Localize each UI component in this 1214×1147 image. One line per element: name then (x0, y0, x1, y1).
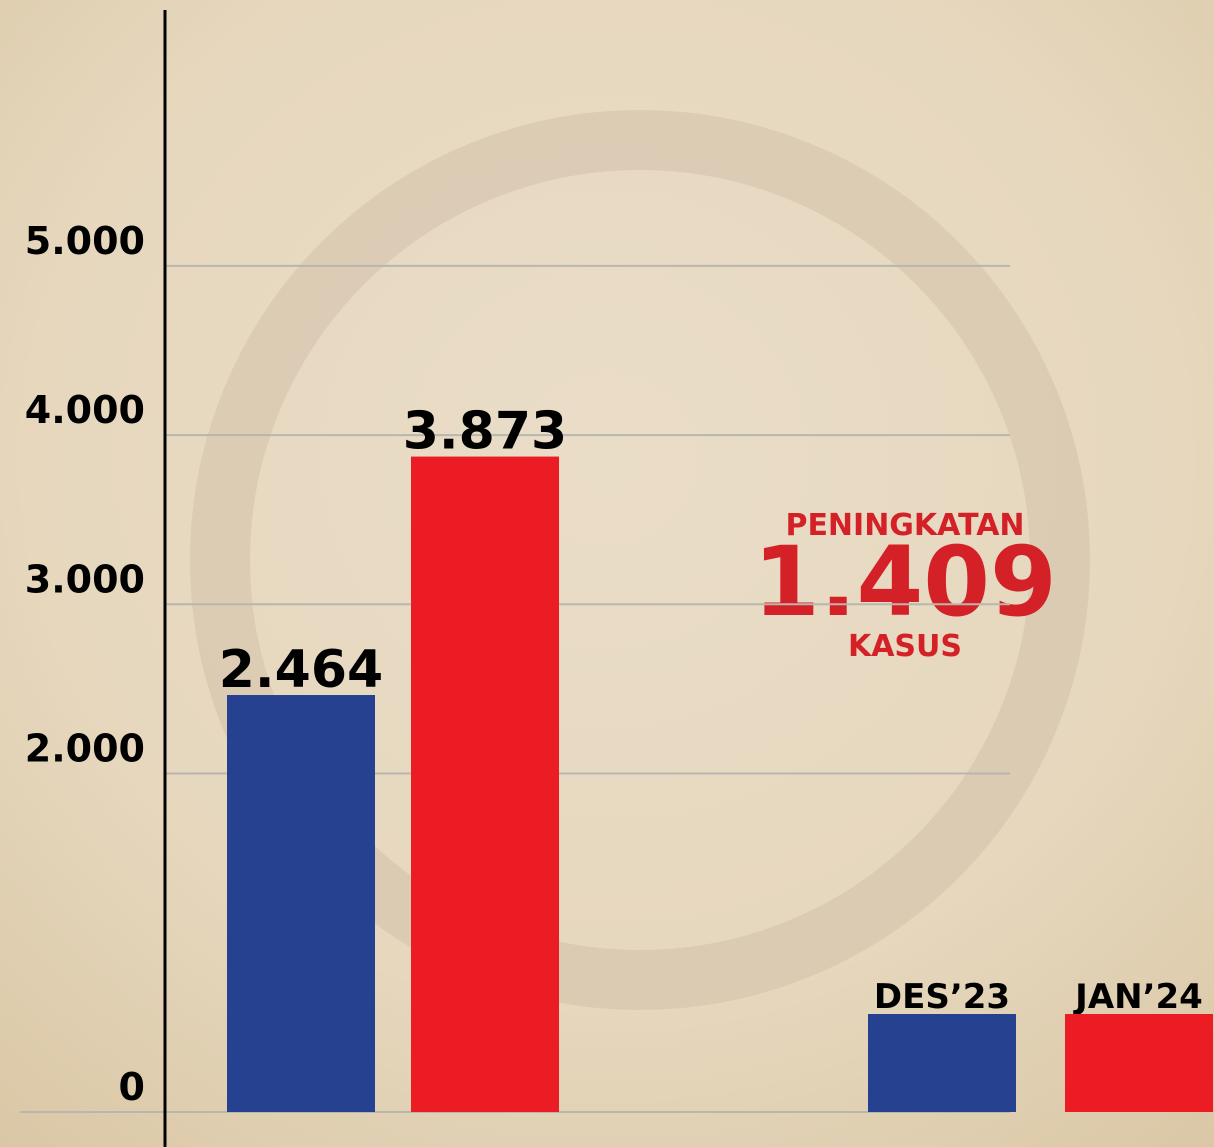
legend-label: JAN’24 (1073, 977, 1203, 1017)
chart: PENINGKATAN 1.409 KASUS 02.0003.0004.000… (0, 0, 1214, 1147)
legend-swatch (868, 1014, 1016, 1112)
y-tick-label: 2.000 (25, 727, 145, 771)
y-tick-label: 4.000 (25, 388, 145, 432)
legend-swatch (1065, 1014, 1213, 1112)
value-label: 3.873 (403, 402, 567, 462)
annotation-unit: KASUS (848, 629, 962, 664)
page: {"chart_data": {"type": "bar", "categori… (0, 0, 1214, 1147)
bar (411, 457, 559, 1112)
bar (227, 695, 375, 1112)
value-label: 2.464 (219, 640, 383, 700)
legend-label: DES’23 (874, 977, 1010, 1017)
annotation-amount: 1.409 (753, 526, 1057, 638)
y-tick-label: 5.000 (25, 219, 145, 263)
y-tick-label: 0 (119, 1065, 145, 1109)
y-tick-label: 3.000 (25, 557, 145, 601)
